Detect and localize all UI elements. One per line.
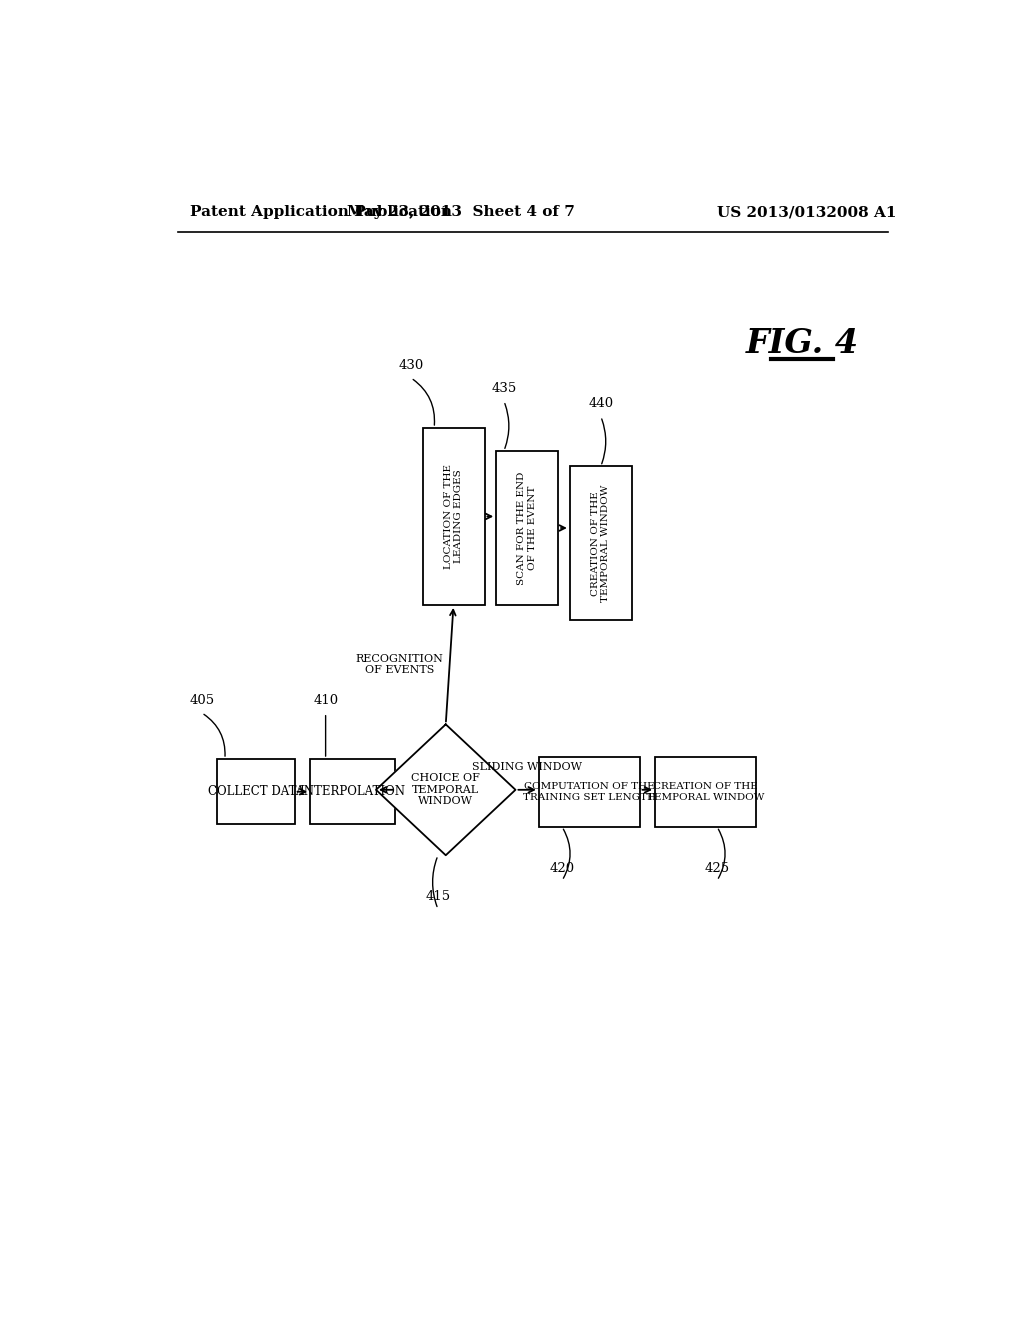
FancyBboxPatch shape [539,758,640,826]
Text: 430: 430 [398,359,424,372]
Text: SLIDING WINDOW: SLIDING WINDOW [472,762,582,772]
Text: 405: 405 [189,693,214,706]
Text: LOCATION OF THE
LEADING EDGES: LOCATION OF THE LEADING EDGES [443,463,463,569]
Text: May 23, 2013  Sheet 4 of 7: May 23, 2013 Sheet 4 of 7 [347,206,575,219]
Text: 410: 410 [313,693,338,706]
FancyBboxPatch shape [310,759,395,825]
Text: Patent Application Publication: Patent Application Publication [190,206,452,219]
Text: RECOGNITION
OF EVENTS: RECOGNITION OF EVENTS [355,653,443,676]
FancyBboxPatch shape [496,451,558,605]
Text: SCAN FOR THE END
OF THE EVENT: SCAN FOR THE END OF THE EVENT [517,471,537,585]
Text: 440: 440 [588,397,613,411]
Text: 420: 420 [550,862,574,875]
Text: FIG. 4: FIG. 4 [745,327,859,360]
Text: 435: 435 [492,381,516,395]
Text: CREATION OF THE
TEMPORAL WINDOW: CREATION OF THE TEMPORAL WINDOW [647,783,764,801]
FancyBboxPatch shape [423,428,484,605]
Polygon shape [376,725,515,855]
FancyBboxPatch shape [217,759,295,825]
Text: COLLECT DATA: COLLECT DATA [208,785,304,799]
Text: CREATION OF THE
TEMPORAL WINDOW: CREATION OF THE TEMPORAL WINDOW [591,484,610,602]
FancyBboxPatch shape [655,758,756,826]
Text: 415: 415 [425,890,451,903]
Text: INTERPOLATION: INTERPOLATION [300,785,406,799]
FancyBboxPatch shape [569,466,632,620]
Text: 425: 425 [705,862,729,875]
Text: US 2013/0132008 A1: US 2013/0132008 A1 [717,206,896,219]
Text: CHOICE OF
TEMPORAL
WINDOW: CHOICE OF TEMPORAL WINDOW [412,774,480,807]
Text: COMPUTATION OF THE
TRAINING SET LENGTH: COMPUTATION OF THE TRAINING SET LENGTH [522,783,655,801]
